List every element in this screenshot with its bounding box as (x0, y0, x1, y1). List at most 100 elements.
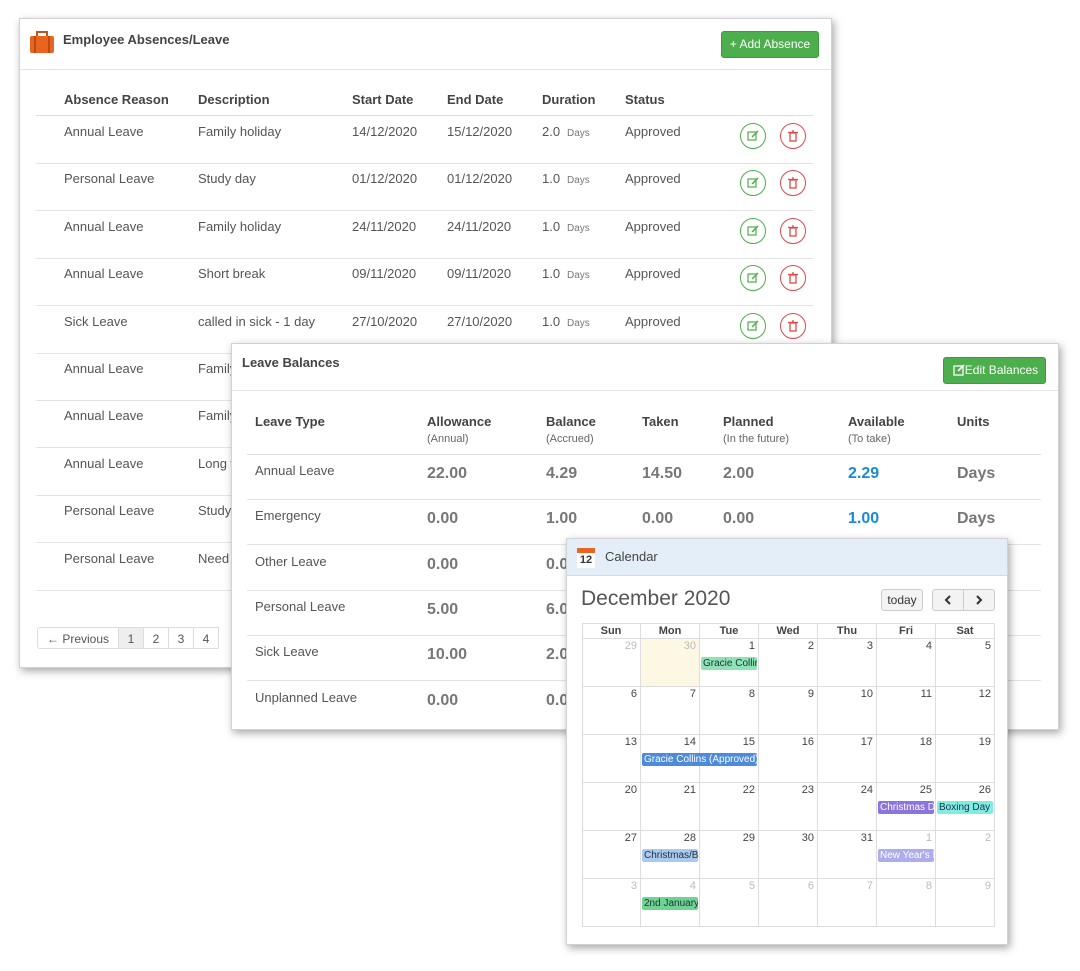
page-button[interactable]: 1 (118, 627, 144, 649)
page-button[interactable]: 4 (193, 627, 219, 649)
delete-button[interactable] (780, 265, 806, 292)
weekday-header: Sat (936, 623, 995, 639)
day-cell: 16 (759, 735, 818, 783)
calendar-event[interactable]: 2nd January (642, 897, 698, 910)
month-title: December 2020 (581, 587, 731, 610)
cell: 09/11/2020 (447, 266, 512, 282)
cell: 27/10/2020 (447, 313, 513, 329)
cell: Annual Leave (64, 124, 144, 139)
day-number: 2 (984, 832, 991, 844)
edit-button[interactable] (740, 170, 766, 197)
calendar-event[interactable]: New Year's I (878, 849, 934, 862)
calendar-event[interactable]: Christmas/B (642, 849, 698, 862)
balance-value: 2.0 (546, 646, 569, 664)
cell: Approved (625, 171, 681, 187)
edit-button[interactable] (740, 217, 766, 244)
cell: 14/12/2020 (352, 124, 418, 139)
delete-button[interactable] (780, 123, 806, 149)
day-cell: 3 (818, 639, 877, 687)
day-number: 27 (624, 832, 637, 844)
cell: Family (198, 408, 237, 424)
page-button[interactable]: 3 (168, 627, 194, 649)
day-cell: 4 (877, 639, 936, 687)
edit-button[interactable] (740, 265, 766, 292)
balance-value: 0.00 (427, 691, 459, 709)
prev-button[interactable] (932, 589, 964, 611)
cell: 24/11/2020 (447, 218, 512, 234)
day-cell: 12 (936, 687, 995, 735)
cell: Personal Leave (64, 171, 155, 187)
leave-type: Personal Leave (255, 598, 346, 614)
day-number: 16 (801, 736, 814, 748)
briefcase-icon (30, 31, 54, 53)
day-number: 6 (807, 880, 814, 892)
day-number: 10 (860, 688, 873, 700)
day-cell: 9 (759, 687, 818, 735)
day-number: 8 (748, 688, 755, 700)
prev-icon (944, 595, 951, 605)
cell: 15/12/2020 (447, 124, 513, 139)
day-cell: 27 (582, 831, 641, 879)
day-number: 4 (689, 880, 696, 892)
cell: Need (198, 550, 230, 566)
calendar-event[interactable]: Christmas D (878, 801, 934, 814)
edit-balances-button[interactable]: Edit Balances (943, 357, 1046, 384)
trash-icon (788, 272, 798, 284)
leave-type: Emergency (255, 508, 321, 524)
day-number: 6 (630, 688, 637, 700)
day-cell: 9 (936, 879, 995, 927)
day-number: 25 (919, 784, 932, 796)
balance-value: 22.00 (427, 465, 468, 482)
header-line (36, 115, 813, 116)
day-cell: 18 (877, 735, 936, 783)
day-number: 3 (866, 640, 873, 652)
day-cell: 30 (759, 831, 818, 879)
divider (232, 390, 1058, 391)
column-subheader: (Annual) (427, 433, 469, 445)
column-subheader: (To take) (848, 433, 891, 445)
cell: 1.0 (542, 313, 561, 329)
next-icon (976, 595, 983, 605)
today-button[interactable]: today (881, 589, 923, 611)
delete-button[interactable] (780, 217, 806, 244)
next-button[interactable] (963, 589, 995, 611)
day-cell: 1 (877, 831, 936, 879)
day-number: 7 (866, 880, 873, 892)
day-cell: 19 (936, 735, 995, 783)
add-absence-button[interactable]: + Add Absence (721, 31, 819, 58)
calendar-event[interactable]: Gracie Collins (Approved) (642, 753, 757, 766)
cell: Approved (625, 266, 681, 282)
calendar-header (567, 539, 1007, 576)
balance-value: 0.0 (546, 691, 569, 709)
day-number: 28 (683, 832, 696, 844)
balance-value: 14.50 (642, 465, 683, 482)
day-number: 7 (689, 688, 696, 700)
calendar-event[interactable]: Boxing Day ( (937, 801, 993, 814)
weekday-header: Tue (700, 623, 759, 639)
duration-unit: Days (567, 317, 590, 329)
cell: Study day (198, 171, 256, 187)
balance-value: 2.00 (723, 465, 755, 482)
calendar-event[interactable]: Gracie Collin (701, 657, 757, 670)
day-number: 8 (925, 880, 932, 892)
edit-button[interactable] (740, 312, 766, 339)
day-cell: 28 (641, 831, 700, 879)
day-number: 3 (630, 880, 637, 892)
weekday-header: Wed (759, 623, 818, 639)
page-button[interactable]: 2 (143, 627, 169, 649)
cell: Personal Leave (64, 503, 155, 519)
day-number: 13 (624, 736, 637, 748)
cell: 24/11/2020 (352, 218, 417, 234)
previous-button[interactable]: ← Previous (37, 627, 119, 649)
cell: Family holiday (198, 218, 282, 234)
day-number: 29 (624, 640, 637, 652)
delete-button[interactable] (780, 170, 806, 197)
delete-button[interactable] (780, 312, 806, 339)
day-number: 5 (984, 640, 991, 652)
day-cell: 20 (582, 783, 641, 831)
cell: Annual Leave (64, 361, 144, 376)
cell: Long w (198, 455, 240, 471)
day-cell: 30 (641, 639, 700, 687)
edit-button[interactable] (740, 123, 766, 149)
